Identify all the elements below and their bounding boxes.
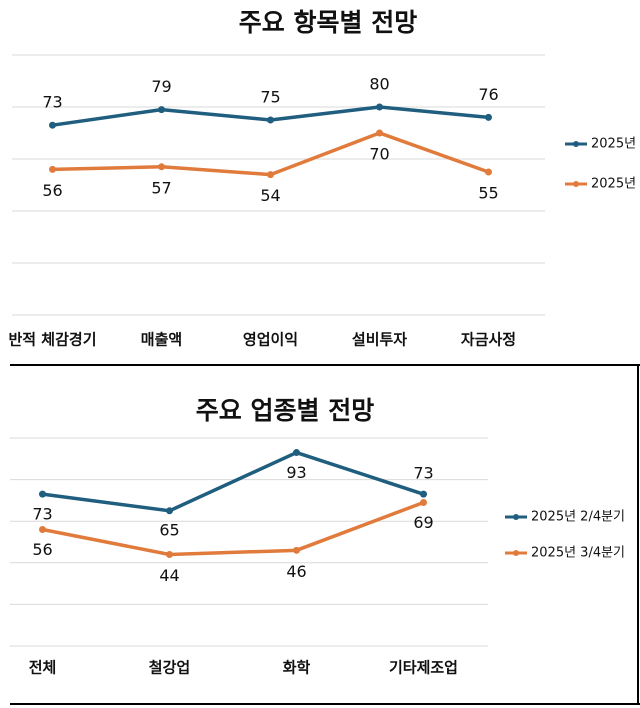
data-label: 46 bbox=[286, 562, 306, 581]
point bbox=[376, 103, 383, 111]
data-label: 75 bbox=[260, 88, 280, 107]
x-tick-label: 자금사정 bbox=[461, 331, 516, 349]
data-label: 57 bbox=[151, 178, 171, 197]
x-tick-label: 매출액 bbox=[141, 331, 182, 349]
point bbox=[49, 165, 56, 173]
data-label: 44 bbox=[159, 566, 179, 585]
legend-label: 2025년 2/4분기 bbox=[591, 137, 640, 152]
x-tick-label: 화학 bbox=[283, 659, 311, 677]
x-tick-label: 설비투자 bbox=[352, 331, 407, 349]
data-label: 73 bbox=[42, 93, 62, 112]
data-label: 73 bbox=[413, 464, 433, 483]
x-tick-label: 기타제조업 bbox=[389, 659, 458, 677]
point bbox=[267, 116, 274, 124]
point bbox=[420, 490, 427, 498]
series-line bbox=[42, 450, 425, 513]
data-label: 70 bbox=[369, 145, 389, 164]
data-label: 73 bbox=[32, 505, 52, 524]
data-label: 93 bbox=[286, 463, 306, 482]
chart-title: 주요 항목별 전망 bbox=[239, 8, 417, 37]
data-label: 56 bbox=[32, 540, 52, 559]
legend-label: 2025년 3/4분기 bbox=[531, 546, 625, 561]
point bbox=[158, 163, 165, 171]
point bbox=[293, 449, 300, 457]
point bbox=[39, 526, 46, 534]
data-label: 76 bbox=[478, 85, 498, 104]
point bbox=[267, 171, 274, 179]
point bbox=[166, 550, 173, 558]
legend-marker bbox=[573, 141, 579, 147]
chart-title: 주요 업종별 전망 bbox=[196, 396, 374, 425]
legend-marker bbox=[573, 181, 579, 187]
series-line bbox=[52, 131, 490, 177]
point bbox=[485, 113, 492, 121]
point bbox=[49, 121, 56, 129]
legend-marker bbox=[513, 550, 519, 556]
point bbox=[420, 498, 427, 506]
x-tick-label: 반적 체감경기 bbox=[8, 331, 96, 349]
legend-label: 2025년 3/4분기 bbox=[591, 177, 640, 192]
legend-marker bbox=[513, 514, 519, 520]
series-line bbox=[42, 500, 425, 557]
data-label: 56 bbox=[42, 181, 62, 200]
point bbox=[293, 546, 300, 554]
data-label: 65 bbox=[159, 520, 179, 539]
data-label: 54 bbox=[260, 186, 280, 205]
data-label: 80 bbox=[369, 75, 389, 94]
point bbox=[485, 168, 492, 176]
data-label: 79 bbox=[151, 77, 171, 96]
point bbox=[166, 507, 173, 515]
data-label: 69 bbox=[413, 513, 433, 532]
legend-label: 2025년 2/4분기 bbox=[531, 510, 625, 525]
point bbox=[39, 490, 46, 498]
point bbox=[376, 129, 383, 137]
x-tick-label: 철강업 bbox=[149, 659, 190, 677]
point bbox=[158, 106, 165, 114]
data-label: 55 bbox=[478, 184, 498, 203]
x-tick-label: 영업이익 bbox=[243, 331, 298, 349]
x-tick-label: 전체 bbox=[29, 659, 57, 677]
